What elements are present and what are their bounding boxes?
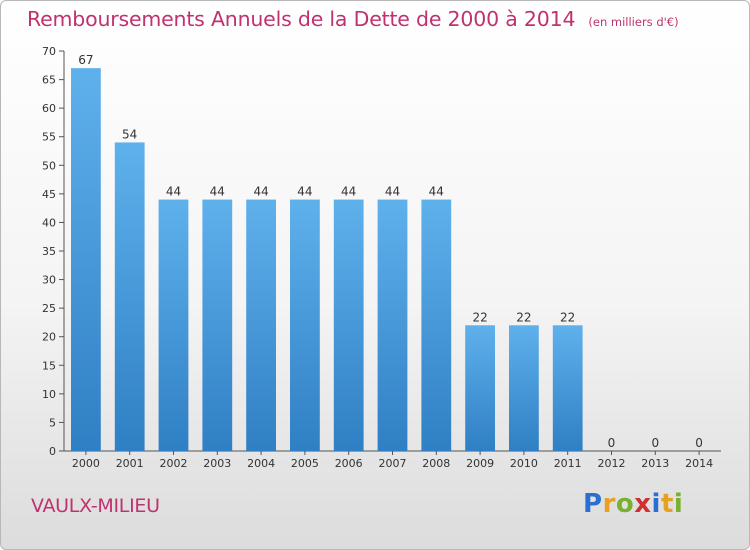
x-tick-label: 2008 bbox=[422, 457, 450, 470]
data-label: 0 bbox=[608, 436, 616, 450]
x-tick-label: 2006 bbox=[335, 457, 363, 470]
chart-unit: (en milliers d'€) bbox=[588, 15, 679, 29]
data-label: 0 bbox=[695, 436, 703, 450]
x-tick-label: 2011 bbox=[554, 457, 582, 470]
x-tick-label: 2007 bbox=[379, 457, 407, 470]
bar bbox=[552, 325, 583, 451]
bar bbox=[202, 199, 233, 451]
bar bbox=[377, 199, 408, 451]
x-tick-label: 2004 bbox=[247, 457, 275, 470]
x-tick-label: 2001 bbox=[116, 457, 144, 470]
logo-letter: r bbox=[602, 489, 616, 519]
bars bbox=[71, 68, 583, 452]
y-tick-label: 5 bbox=[49, 416, 56, 429]
y-tick-label: 30 bbox=[42, 274, 56, 287]
bar bbox=[421, 199, 452, 451]
y-tick-label: 70 bbox=[42, 45, 56, 58]
data-label: 22 bbox=[472, 310, 487, 324]
y-tick-label: 15 bbox=[42, 359, 56, 372]
x-tick-label: 2000 bbox=[72, 457, 100, 470]
axes: 0 5 10 15 20 25 30 35 40 45 50 55 60 65 70 2000 2001 2002… bbox=[42, 45, 721, 470]
y-tick-label: 35 bbox=[42, 245, 56, 258]
x-tick-label: 2012 bbox=[598, 457, 626, 470]
data-label: 22 bbox=[560, 310, 575, 324]
x-tick-label: 2009 bbox=[466, 457, 494, 470]
data-labels: 67 54 44 44 44 44 44 44 44 22 22 22 0 0 0 bbox=[78, 53, 703, 450]
y-tick-label: 60 bbox=[42, 102, 56, 115]
x-tick-label: 2002 bbox=[160, 457, 188, 470]
logo-letter: o bbox=[615, 489, 635, 519]
data-label: 44 bbox=[385, 185, 400, 199]
logo-letter: i bbox=[673, 489, 684, 519]
data-label: 44 bbox=[210, 185, 225, 199]
data-label: 22 bbox=[516, 310, 531, 324]
y-tick-label: 65 bbox=[42, 74, 56, 87]
y-tick-label: 0 bbox=[49, 445, 56, 458]
bar bbox=[158, 199, 189, 451]
bar bbox=[290, 199, 320, 451]
title-row: Remboursements Annuels de la Dette de 20… bbox=[27, 7, 679, 31]
data-label: 67 bbox=[78, 53, 93, 67]
x-tick-label: 2005 bbox=[291, 457, 319, 470]
logo-letter: x bbox=[634, 489, 652, 519]
y-tick-label: 55 bbox=[42, 131, 56, 144]
data-label: 44 bbox=[166, 185, 181, 199]
bar bbox=[465, 325, 495, 451]
y-tick-label: 20 bbox=[42, 331, 56, 344]
y-tick-label: 45 bbox=[42, 188, 56, 201]
data-label: 0 bbox=[651, 436, 659, 450]
data-label: 44 bbox=[253, 185, 268, 199]
x-tick-label: 2003 bbox=[203, 457, 231, 470]
data-label: 54 bbox=[122, 127, 137, 141]
x-tick-label: 2014 bbox=[685, 457, 713, 470]
bar bbox=[114, 142, 145, 451]
logo-letter: t bbox=[660, 489, 674, 519]
data-label: 44 bbox=[297, 185, 312, 199]
bar bbox=[333, 199, 364, 451]
y-tick-label: 10 bbox=[42, 388, 56, 401]
bar bbox=[509, 325, 539, 451]
y-tick-label: 25 bbox=[42, 302, 56, 315]
x-tick-label: 2013 bbox=[641, 457, 669, 470]
bar bbox=[71, 68, 101, 452]
data-label: 44 bbox=[341, 185, 356, 199]
logo-letter: P bbox=[583, 489, 603, 519]
data-label: 44 bbox=[429, 185, 444, 199]
proxiti-logo: Proxiti bbox=[583, 489, 683, 519]
chart-title: Remboursements Annuels de la Dette de 20… bbox=[27, 7, 576, 31]
y-tick-label: 50 bbox=[42, 159, 56, 172]
x-tick-label: 2010 bbox=[510, 457, 538, 470]
commune-name: VAULX-MILIEU bbox=[31, 495, 160, 517]
y-tick-label: 40 bbox=[42, 216, 56, 229]
bar bbox=[246, 199, 276, 451]
logo-letter: i bbox=[651, 489, 661, 519]
